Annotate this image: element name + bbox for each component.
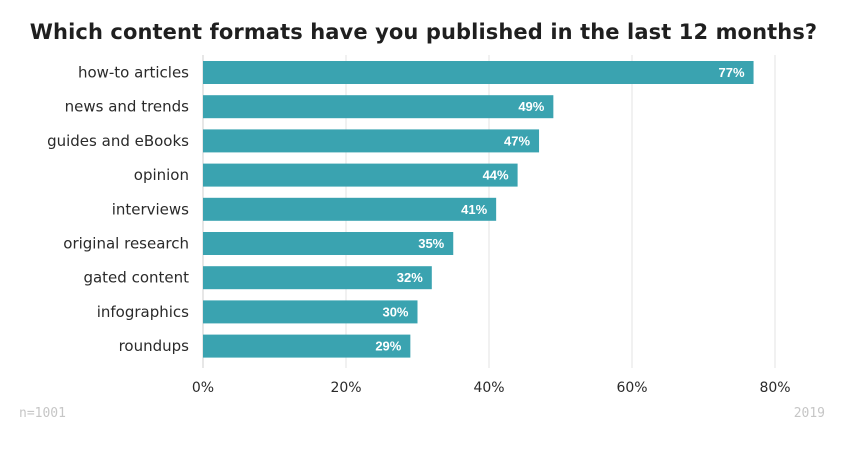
value-label: 30% [382,304,408,319]
category-label: how-to articles [78,64,189,82]
bar [203,163,518,187]
category-label: original research [63,235,189,253]
sample-size-note: n=1001 [19,406,66,421]
value-labels: 77% 49% 47% 44% 41% 35% 32% 30% 29% [375,65,745,354]
value-label: 29% [375,339,401,354]
year-note: 2019 [793,406,825,421]
bar [203,61,754,84]
bar [203,266,432,290]
category-labels: how-to articles news and trends guides and… [47,64,189,356]
x-axis-ticks: 0% 20% 40% 60% 80% [192,380,791,396]
bar [203,95,554,119]
category-label: news and trends [65,98,190,116]
value-label: 35% [418,236,444,251]
category-label: interviews [112,200,189,218]
chart-title: Which content formats have you published… [29,20,818,44]
category-label: guides and eBooks [47,132,189,150]
x-tick-label: 60% [616,380,647,396]
category-label: infographics [97,303,189,321]
bar [203,334,411,358]
bar [203,300,418,324]
category-label: gated content [83,269,189,287]
value-label: 47% [504,133,530,148]
value-label: 32% [397,270,423,285]
bar [203,232,454,255]
x-tick-label: 20% [330,380,361,396]
value-label: 77% [719,65,745,80]
x-tick-label: 0% [192,380,214,396]
category-label: opinion [134,166,189,184]
bars [203,61,754,358]
value-label: 41% [461,202,487,217]
bar [203,197,497,221]
bar [203,129,540,153]
value-label: 49% [518,99,544,114]
x-tick-label: 80% [759,380,790,396]
value-label: 44% [483,168,509,183]
category-label: roundups [119,337,190,355]
x-tick-label: 40% [473,380,504,396]
